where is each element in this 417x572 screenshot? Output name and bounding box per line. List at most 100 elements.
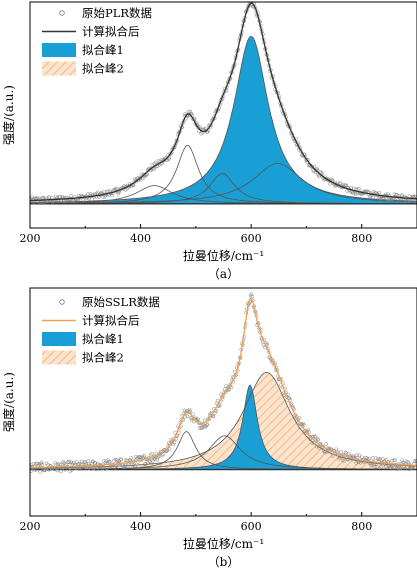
x-tick-label: 800 xyxy=(351,520,372,533)
raw-data-point xyxy=(142,454,147,458)
raw-data-point xyxy=(63,467,68,472)
raw-data-point xyxy=(324,442,328,446)
raw-data-point xyxy=(107,459,112,464)
raw-data-point xyxy=(116,191,121,196)
raw-data-point xyxy=(55,468,60,473)
raw-data-point xyxy=(52,198,57,203)
x-tick-label: 200 xyxy=(20,520,41,533)
raw-data-point xyxy=(373,456,378,460)
x-tick-label: 400 xyxy=(130,232,151,245)
raw-data-point xyxy=(199,426,204,431)
raw-data-point xyxy=(312,434,317,438)
raw-data-point xyxy=(122,465,127,469)
raw-data-point xyxy=(357,187,362,191)
raw-data-point xyxy=(385,197,390,202)
raw-data-point xyxy=(189,416,193,420)
legend-peak1-swatch xyxy=(42,43,76,57)
raw-data-point xyxy=(169,151,173,156)
legend-label: 拟合峰1 xyxy=(82,43,124,57)
panel-label: （b） xyxy=(208,555,240,569)
raw-data-point xyxy=(357,453,362,458)
raw-data-point xyxy=(339,450,344,454)
raw-data-point xyxy=(114,464,119,469)
x-axis-label: 拉曼位移/cm⁻¹ xyxy=(183,536,264,551)
raw-data-point xyxy=(314,168,318,173)
raw-data-point xyxy=(363,455,368,460)
raw-data-point xyxy=(211,414,216,419)
raw-data-point xyxy=(297,416,302,421)
raw-data-point xyxy=(53,460,58,465)
raw-data-point xyxy=(377,457,382,462)
chart-panel-a: 200 400 600 800 拉曼位移/cm⁻¹ 强度/(a.u.) （a） 原始PLR数据… xyxy=(1,1,417,281)
raw-data-point xyxy=(249,292,254,297)
legend-label: 原始SSLR数据 xyxy=(82,295,160,309)
raw-data-point xyxy=(250,294,254,299)
raw-data-point xyxy=(40,462,45,467)
raw-data-point xyxy=(377,190,382,195)
panel-label: （a） xyxy=(208,267,239,281)
raw-data-point xyxy=(227,387,231,392)
raw-data-point xyxy=(171,437,176,441)
raw-data-point xyxy=(400,458,405,463)
raw-data-point xyxy=(347,452,351,456)
raw-data-point xyxy=(38,469,42,474)
raw-data-point xyxy=(199,425,203,430)
raw-data-point xyxy=(398,466,402,471)
raw-data-point xyxy=(39,460,44,465)
peak1-area xyxy=(30,36,417,204)
raw-data-point xyxy=(129,455,134,460)
raw-data-point xyxy=(355,453,359,458)
raw-data-point xyxy=(345,457,350,462)
raw-data-point xyxy=(153,160,158,165)
raw-data-point xyxy=(370,456,375,460)
raw-data-point xyxy=(69,193,73,198)
x-axis-label: 拉曼位移/cm⁻¹ xyxy=(183,248,264,263)
raw-data-point xyxy=(247,3,252,7)
raw-data-point xyxy=(94,467,98,472)
raw-data-point xyxy=(167,447,172,451)
raw-data-point xyxy=(185,414,190,419)
raw-data-point xyxy=(89,197,94,202)
raw-data-point xyxy=(133,464,137,468)
peak2-area xyxy=(30,372,417,470)
x-tick-label: 200 xyxy=(20,232,41,245)
raw-data-point xyxy=(312,440,316,445)
raw-data-point xyxy=(386,197,391,202)
raw-data-point xyxy=(229,385,234,390)
raw-data-point xyxy=(155,457,160,462)
raw-data-point xyxy=(153,457,157,462)
raw-data-point xyxy=(379,464,384,469)
raw-data-point xyxy=(122,183,127,188)
legend-peak2-swatch xyxy=(42,61,76,76)
legend-scatter-icon xyxy=(59,10,65,16)
x-tick-label: 600 xyxy=(241,232,262,245)
raw-data-point xyxy=(313,435,318,439)
raw-data-point xyxy=(96,462,101,467)
raw-data-point xyxy=(315,438,320,442)
raw-data-point xyxy=(393,458,397,462)
raw-data-point xyxy=(147,458,152,463)
legend-label: 拟合峰2 xyxy=(82,351,124,365)
raw-data-point xyxy=(185,113,190,117)
raw-data-point xyxy=(187,407,192,412)
raw-data-point xyxy=(113,186,118,191)
fit-total-curve xyxy=(30,297,417,469)
raw-data-point xyxy=(403,466,408,471)
raw-data-point xyxy=(105,466,109,471)
plot-frame xyxy=(29,1,417,229)
y-axis-label: 强度/(a.u.) xyxy=(1,85,16,145)
raw-data-point xyxy=(30,197,32,202)
raw-data-point xyxy=(217,403,222,408)
chart-panel-b: 200 400 600 800 拉曼位移/cm⁻¹ 强度/(a.u.) （b） 原始SSLR数… xyxy=(0,286,417,572)
raw-data-point xyxy=(373,464,377,469)
raw-data-point xyxy=(367,456,372,461)
raw-data-point xyxy=(61,461,66,465)
raw-data-point xyxy=(118,457,123,461)
raw-data-point xyxy=(110,193,114,198)
raman-chart-a: 200 400 600 800 拉曼位移/cm⁻¹ 强度/(a.u.) （a） 原始PLR数据… xyxy=(1,1,417,281)
legend-label: 拟合峰1 xyxy=(82,332,124,346)
raw-data-point xyxy=(30,197,34,202)
x-tick-label: 800 xyxy=(351,232,372,245)
